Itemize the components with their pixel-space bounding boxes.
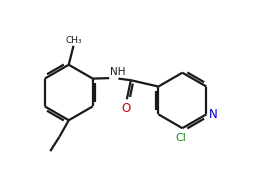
- Text: CH₃: CH₃: [65, 36, 82, 45]
- Text: NH: NH: [110, 67, 125, 77]
- Text: O: O: [121, 102, 131, 115]
- Text: Cl: Cl: [176, 133, 187, 143]
- Text: N: N: [209, 108, 217, 121]
